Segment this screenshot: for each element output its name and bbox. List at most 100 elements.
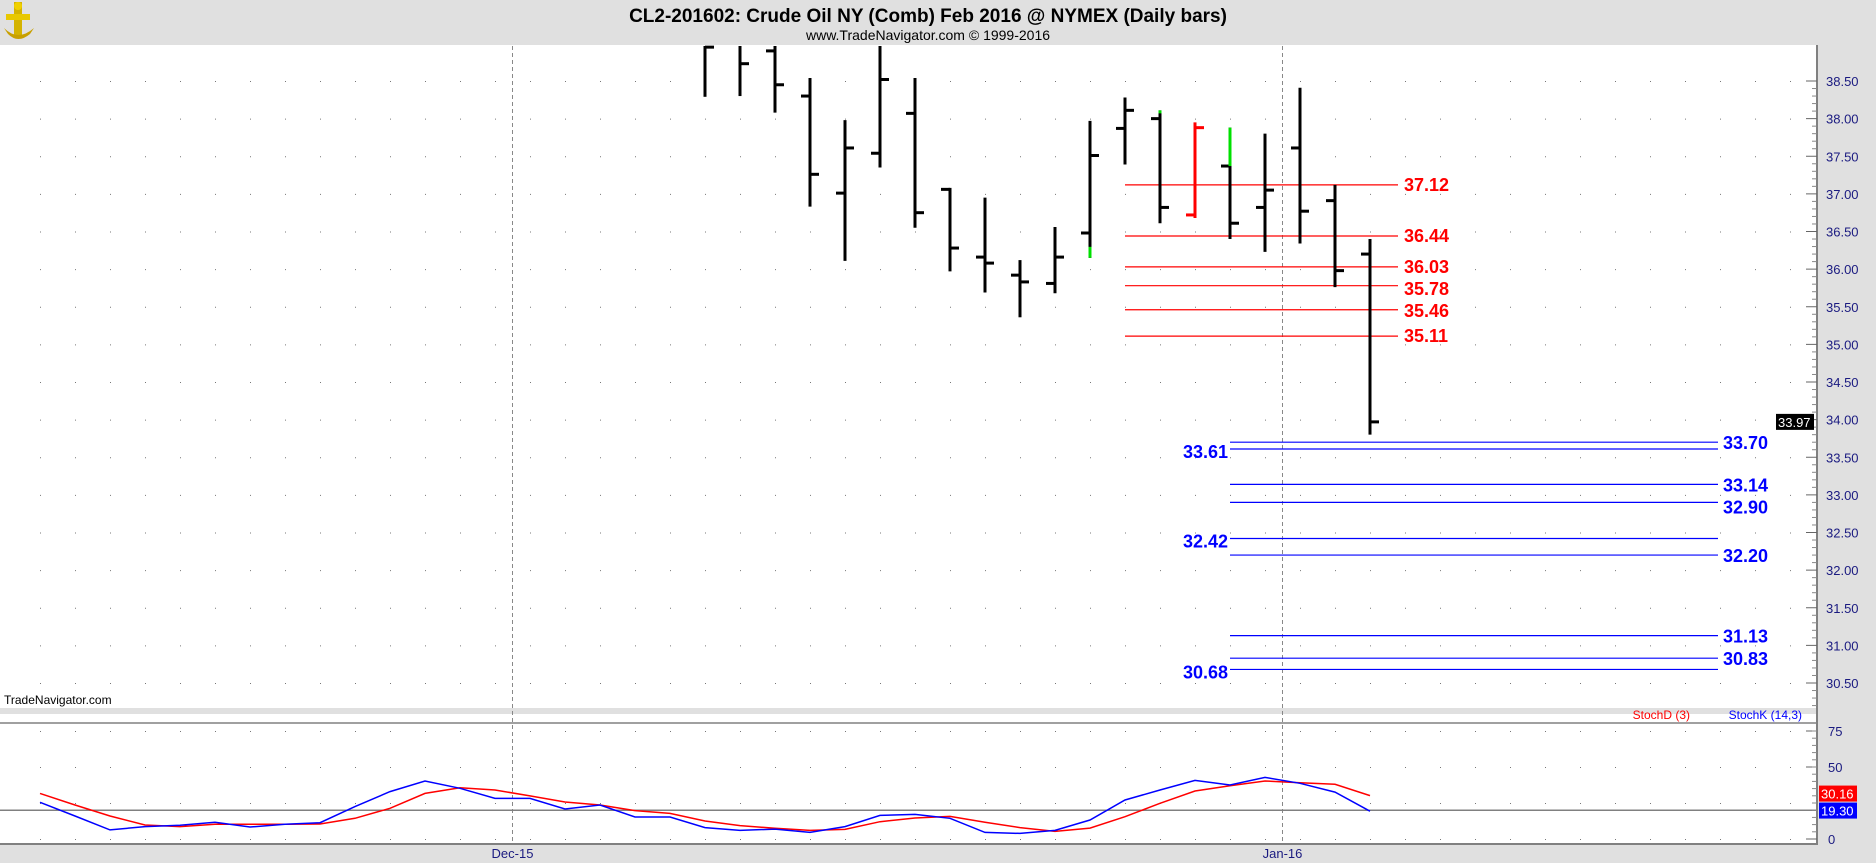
grid-dot xyxy=(1440,382,1441,383)
grid-dot xyxy=(775,839,776,840)
grid-dot xyxy=(355,645,356,647)
support-label: 30.68 xyxy=(1183,662,1228,682)
grid-dot xyxy=(1615,382,1616,383)
grid-dot xyxy=(1650,118,1651,120)
grid-dot xyxy=(670,269,671,271)
grid-dot xyxy=(880,269,881,271)
grid-dot xyxy=(180,156,181,158)
grid-dot xyxy=(145,419,146,421)
grid-dot xyxy=(1755,494,1756,496)
support-label: 30.83 xyxy=(1723,649,1768,669)
grid-dot xyxy=(1580,269,1581,271)
grid-dot xyxy=(915,306,916,308)
grid-dot xyxy=(1055,419,1056,421)
grid-dot xyxy=(565,494,566,496)
grid-dot xyxy=(1650,382,1651,383)
pane-separator[interactable] xyxy=(0,708,1818,714)
grid-dot xyxy=(215,382,216,383)
grid-dot xyxy=(705,193,706,195)
grid-dot xyxy=(390,81,391,82)
grid-dot xyxy=(1265,607,1266,609)
grid-dot xyxy=(320,382,321,383)
grid-dot xyxy=(1510,767,1511,768)
grid-dot xyxy=(880,494,881,496)
grid-dot xyxy=(1720,494,1721,496)
grid-dot xyxy=(460,494,461,496)
grid-dot xyxy=(1405,570,1406,572)
grid-dot xyxy=(495,269,496,271)
grid-dot xyxy=(1615,803,1616,804)
grid-dot xyxy=(1265,803,1266,804)
grid-dot xyxy=(1475,193,1476,195)
grid-dot xyxy=(145,839,146,840)
grid-dot xyxy=(1545,193,1546,195)
grid-dot xyxy=(110,607,111,609)
grid-dot xyxy=(775,767,776,768)
grid-dot xyxy=(1055,731,1056,732)
date-label: Jan-16 xyxy=(1263,846,1303,861)
grid-dot xyxy=(1510,193,1511,195)
price-bar xyxy=(871,46,889,168)
grid-dot xyxy=(845,839,846,840)
grid-dot xyxy=(250,269,251,271)
date-axis-panel xyxy=(0,845,1876,863)
grid-dot xyxy=(1405,306,1406,308)
grid-dot xyxy=(670,607,671,609)
grid-dot xyxy=(355,839,356,840)
grid-dot xyxy=(215,193,216,195)
grid-dot xyxy=(705,767,706,768)
grid-dot xyxy=(1440,81,1441,82)
grid-dot xyxy=(110,570,111,572)
grid-dot xyxy=(145,156,146,158)
grid-dot xyxy=(740,382,741,383)
grid-dot xyxy=(1370,839,1371,840)
grid-dot xyxy=(1125,607,1126,609)
support-label: 32.20 xyxy=(1723,546,1768,566)
grid-dot xyxy=(40,306,41,308)
grid-dot xyxy=(705,731,706,732)
grid-dot xyxy=(810,306,811,308)
grid-dot xyxy=(1405,731,1406,732)
grid-dot xyxy=(390,532,391,534)
grid-dot xyxy=(1650,607,1651,609)
grid-dot xyxy=(285,645,286,647)
grid-dot xyxy=(320,494,321,496)
grid-dot xyxy=(250,767,251,768)
grid-dot xyxy=(390,731,391,732)
grid-dot xyxy=(1720,419,1721,421)
grid-dot xyxy=(1720,306,1721,308)
grid-dot xyxy=(950,570,951,572)
grid-dot xyxy=(145,731,146,732)
grid-dot xyxy=(1545,803,1546,804)
grid-dot xyxy=(740,767,741,768)
grid-dot xyxy=(1440,494,1441,496)
grid-dot xyxy=(1055,494,1056,496)
grid-dot xyxy=(1580,382,1581,383)
grid-dot xyxy=(390,231,391,233)
grid-dot xyxy=(75,839,76,840)
grid-dot xyxy=(1475,532,1476,534)
price-tick-label: 32.00 xyxy=(1826,563,1859,578)
grid-dot xyxy=(670,193,671,195)
grid-dot xyxy=(950,683,951,684)
grid-dot xyxy=(1475,382,1476,383)
grid-dot xyxy=(1335,419,1336,421)
grid-dot xyxy=(1405,803,1406,804)
grid-dot xyxy=(880,457,881,459)
grid-dot xyxy=(600,532,601,534)
grid-dot xyxy=(1440,570,1441,572)
grid-dot xyxy=(1405,645,1406,647)
grid-dot xyxy=(1510,419,1511,421)
grid-dot xyxy=(460,532,461,534)
grid-dot xyxy=(1230,731,1231,732)
grid-dot xyxy=(740,532,741,534)
grid-dot xyxy=(1230,570,1231,572)
grid-dot xyxy=(1160,231,1161,233)
grid-dot xyxy=(1020,81,1021,82)
grid-dot xyxy=(1510,532,1511,534)
grid-dot xyxy=(40,767,41,768)
price-tick-label: 35.50 xyxy=(1826,300,1859,315)
grid-dot xyxy=(1195,570,1196,572)
grid-dot xyxy=(1405,457,1406,459)
